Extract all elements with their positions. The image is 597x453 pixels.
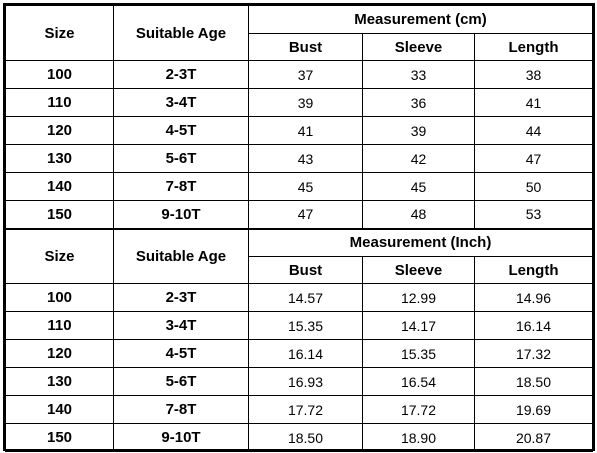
size-chart: Size Suitable Age Measurement (cm) Bust … (3, 3, 595, 452)
age-cell: 9-10T (113, 200, 249, 229)
length-cell: 17.32 (474, 339, 593, 368)
measurement-cm-header: Measurement (cm) (248, 5, 593, 34)
length-cell: 20.87 (474, 423, 593, 452)
table-row: 100 2-3T 14.57 12.99 14.96 (5, 283, 593, 312)
bust-cell: 15.35 (248, 311, 363, 340)
age-cell: 7-8T (113, 172, 249, 201)
size-cell: 100 (5, 283, 114, 312)
length-header: Length (474, 256, 593, 284)
length-cell: 38 (474, 60, 593, 89)
sleeve-cell: 18.90 (362, 423, 475, 452)
bust-header: Bust (248, 33, 363, 61)
bust-cell: 39 (248, 88, 363, 117)
bust-cell: 18.50 (248, 423, 363, 452)
size-cell: 150 (5, 200, 114, 229)
sleeve-cell: 45 (362, 172, 475, 201)
suitable-age-header: Suitable Age (113, 5, 249, 61)
size-cell: 140 (5, 395, 114, 424)
table-row: 150 9-10T 47 48 53 (5, 200, 593, 229)
length-cell: 41 (474, 88, 593, 117)
bust-cell: 16.14 (248, 339, 363, 368)
bust-cell: 43 (248, 144, 363, 173)
size-cell: 120 (5, 116, 114, 145)
sleeve-cell: 33 (362, 60, 475, 89)
cm-header-row-2: Bust Sleeve Length (6, 33, 593, 61)
age-cell: 4-5T (113, 116, 249, 145)
sleeve-cell: 48 (362, 200, 475, 229)
bust-cell: 16.93 (248, 367, 363, 396)
sleeve-cell: 17.72 (362, 395, 475, 424)
bust-header: Bust (248, 256, 363, 284)
bust-cell: 41 (248, 116, 363, 145)
inch-header-row-1: Size Suitable Age Measurement (Inch) (5, 227, 593, 284)
table-row: 110 3-4T 39 36 41 (5, 88, 593, 117)
table-row: 150 9-10T 18.50 18.90 20.87 (5, 423, 593, 452)
size-cell: 110 (5, 311, 114, 340)
age-cell: 2-3T (113, 60, 249, 89)
sleeve-cell: 36 (362, 88, 475, 117)
length-cell: 53 (474, 200, 593, 229)
size-cell: 100 (5, 60, 114, 89)
table-row: 140 7-8T 45 45 50 (5, 172, 593, 201)
age-cell: 3-4T (113, 311, 249, 340)
length-cell: 50 (474, 172, 593, 201)
table-row: 130 5-6T 16.93 16.54 18.50 (5, 367, 593, 396)
suitable-age-header: Suitable Age (113, 227, 249, 284)
size-header: Size (5, 227, 114, 284)
sleeve-cell: 14.17 (362, 311, 475, 340)
table-row: 110 3-4T 15.35 14.17 16.14 (5, 311, 593, 340)
age-cell: 2-3T (113, 283, 249, 312)
bust-cell: 45 (248, 172, 363, 201)
length-cell: 16.14 (474, 311, 593, 340)
cm-header-row-1: Size Suitable Age Measurement (cm) (5, 5, 593, 61)
sleeve-cell: 42 (362, 144, 475, 173)
age-cell: 5-6T (113, 144, 249, 173)
inch-header-row-2: Bust Sleeve Length (6, 256, 593, 284)
size-cell: 140 (5, 172, 114, 201)
table-row: 130 5-6T 43 42 47 (5, 144, 593, 173)
age-cell: 4-5T (113, 339, 249, 368)
sleeve-header: Sleeve (362, 33, 475, 61)
sleeve-cell: 39 (362, 116, 475, 145)
table-row: 120 4-5T 16.14 15.35 17.32 (5, 339, 593, 368)
length-cell: 44 (474, 116, 593, 145)
size-cell: 120 (5, 339, 114, 368)
table-row: 100 2-3T 37 33 38 (5, 60, 593, 89)
length-cell: 47 (474, 144, 593, 173)
bust-cell: 37 (248, 60, 363, 89)
table-row: 120 4-5T 41 39 44 (5, 116, 593, 145)
sleeve-header: Sleeve (362, 256, 475, 284)
bust-cell: 47 (248, 200, 363, 229)
table-row: 140 7-8T 17.72 17.72 19.69 (5, 395, 593, 424)
sleeve-cell: 15.35 (362, 339, 475, 368)
size-cell: 130 (5, 144, 114, 173)
length-cell: 19.69 (474, 395, 593, 424)
size-chart-body: Size Suitable Age Measurement (cm) Bust … (5, 5, 593, 452)
sleeve-cell: 16.54 (362, 367, 475, 396)
bust-cell: 14.57 (248, 283, 363, 312)
measurement-inch-header: Measurement (Inch) (248, 227, 593, 257)
length-cell: 18.50 (474, 367, 593, 396)
bust-cell: 17.72 (248, 395, 363, 424)
length-cell: 14.96 (474, 283, 593, 312)
age-cell: 7-8T (113, 395, 249, 424)
age-cell: 9-10T (113, 423, 249, 452)
age-cell: 5-6T (113, 367, 249, 396)
age-cell: 3-4T (113, 88, 249, 117)
size-header: Size (5, 5, 114, 61)
size-cell: 150 (5, 423, 114, 452)
size-cell: 110 (5, 88, 114, 117)
size-chart-table: Size Suitable Age Measurement (cm) Bust … (5, 5, 593, 452)
size-cell: 130 (5, 367, 114, 396)
sleeve-cell: 12.99 (362, 283, 475, 312)
length-header: Length (474, 33, 593, 61)
